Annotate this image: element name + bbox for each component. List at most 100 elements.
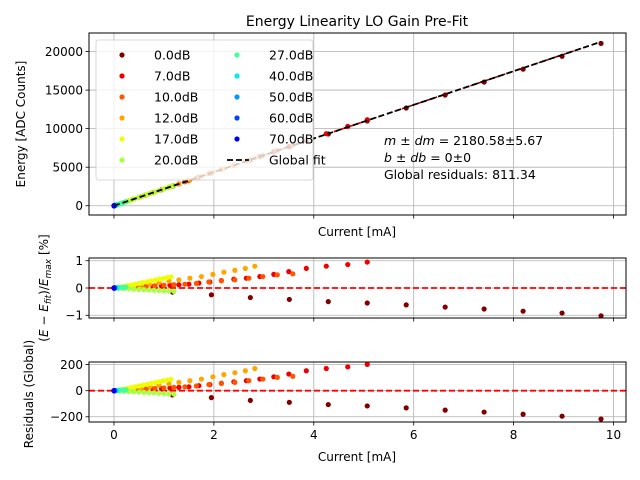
residual-point-10.0dB bbox=[246, 378, 252, 384]
residual-point-17.0dB bbox=[144, 279, 150, 285]
residual-point-17.0dB bbox=[128, 385, 134, 391]
x-tick-label: 4 bbox=[310, 428, 318, 442]
res-axes-frame bbox=[88, 361, 627, 423]
residual-point-12.0dB bbox=[252, 263, 258, 269]
residual-point-7.0dB bbox=[167, 385, 173, 391]
residual-point-0.0dB bbox=[364, 300, 370, 306]
residual-point-17.0dB bbox=[164, 275, 170, 281]
pct-label-minus: − bbox=[37, 312, 51, 330]
residual-point-17.0dB bbox=[128, 282, 134, 288]
residual-point-10.0dB bbox=[152, 385, 158, 392]
y-tick-label: 0 bbox=[75, 281, 83, 295]
residual-point-7.0dB bbox=[345, 261, 351, 268]
y-tick-label: 15000 bbox=[45, 83, 83, 97]
residual-point-0.0dB bbox=[364, 403, 370, 409]
residual-point-0.0dB bbox=[598, 313, 604, 318]
residual-point-0.0dB bbox=[286, 296, 292, 303]
global-residual-panel: −200 0 200 0 2 4 6 8 10 bbox=[50, 358, 627, 442]
legend-label: 40.0dB bbox=[269, 69, 313, 84]
pct-label-open: ( bbox=[37, 337, 51, 342]
residual-point-17.0dB bbox=[140, 382, 146, 388]
legend-label: 10.0dB bbox=[154, 90, 198, 105]
residual-point-10.0dB bbox=[218, 380, 224, 387]
residual-point-7.0dB bbox=[323, 365, 329, 372]
y-tick-label: 1 bbox=[75, 254, 83, 268]
intercept-symbol: b ± db bbox=[384, 150, 426, 165]
residual-point-0.0dB bbox=[442, 304, 448, 310]
residual-point-12.0dB bbox=[198, 273, 204, 280]
residual-point-12.0dB bbox=[221, 372, 227, 378]
residual-point-10.0dB bbox=[152, 283, 158, 289]
residual-point-10.0dB bbox=[171, 282, 177, 288]
residual-point-17.0dB bbox=[152, 380, 158, 386]
svg-text:(E − Efit)/Emax [%]: (E − Efit)/Emax [%] bbox=[37, 234, 54, 341]
pct-label-e: E bbox=[37, 329, 51, 337]
x-tick-label: 10 bbox=[606, 428, 621, 442]
residual-point-10.0dB bbox=[218, 278, 224, 284]
residual-point-10.0dB bbox=[182, 281, 188, 287]
legend-marker-icon bbox=[234, 115, 240, 121]
pct-grid bbox=[89, 258, 626, 318]
residual-point-12.0dB bbox=[242, 368, 248, 374]
residual-point-10.0dB bbox=[246, 275, 252, 281]
residual-point-7.0dB bbox=[186, 384, 192, 390]
slope-annotation: m ± dm = 2180.58±5.67 bbox=[384, 133, 543, 148]
legend-item: 50.0dB bbox=[234, 90, 313, 105]
residual-point-17.0dB bbox=[132, 281, 138, 287]
residual-point-12.0dB bbox=[210, 271, 216, 277]
residual-point-12.0dB bbox=[221, 269, 227, 275]
chart-title: Energy Linearity LO Gain Pre-Fit bbox=[246, 14, 469, 30]
residual-point-20.0dB bbox=[146, 390, 152, 396]
legend-marker-icon bbox=[119, 73, 125, 79]
y-tick-label: −1 bbox=[65, 309, 83, 323]
residual-point-0.0dB bbox=[325, 401, 331, 408]
residual-point-0.0dB bbox=[247, 294, 253, 301]
residual-point-20.0dB bbox=[161, 390, 167, 397]
percent-residual-panel: −1 0 1 bbox=[65, 254, 627, 323]
residual-point-12.0dB bbox=[198, 376, 204, 382]
residual-point-10.0dB bbox=[260, 273, 266, 280]
slope-value: = 2180.58±5.67 bbox=[435, 133, 543, 148]
residual-point-17.0dB bbox=[168, 274, 174, 280]
residual-point-7.0dB bbox=[323, 263, 329, 269]
residual-y-axis-label: Residuals (Global) bbox=[22, 340, 36, 448]
residual-point-0.0dB bbox=[286, 399, 292, 405]
residual-point-7.0dB bbox=[286, 269, 292, 275]
legend-item: 7.0dB bbox=[119, 69, 190, 84]
residual-point-12.0dB bbox=[232, 370, 238, 376]
residual-point-7.0dB bbox=[303, 368, 309, 374]
main-axes-frame bbox=[88, 32, 627, 216]
residual-point-0.0dB bbox=[208, 292, 214, 298]
residual-point-10.0dB bbox=[161, 385, 167, 391]
residual-point-12.0dB bbox=[232, 267, 238, 273]
residual-point-17.0dB bbox=[132, 384, 138, 390]
global-residuals-annotation: Global residuals: 811.34 bbox=[384, 167, 536, 182]
residual-point-0.0dB bbox=[403, 302, 409, 308]
residual-point-7.0dB bbox=[364, 259, 370, 265]
percent-y-axis-label: (E − Efit)/Emax [%] bbox=[37, 234, 54, 341]
residual-point-12.0dB bbox=[176, 277, 182, 283]
residual-point-10.0dB bbox=[206, 381, 212, 388]
residual-point-17.0dB bbox=[152, 277, 158, 283]
intercept-annotation: b ± db = 0±0 bbox=[384, 150, 471, 165]
residual-point-20.0dB bbox=[171, 391, 177, 397]
residual-point-7.0dB bbox=[176, 282, 182, 288]
residual-point-70.0dB bbox=[111, 285, 117, 291]
pct-label-max-sub: max bbox=[44, 258, 54, 278]
residual-point-17.0dB bbox=[160, 378, 166, 384]
legend-label: 60.0dB bbox=[269, 111, 313, 126]
intercept-value: = 0±0 bbox=[426, 150, 471, 165]
data-point-0.0dB bbox=[442, 92, 448, 98]
residual-point-27.0dB bbox=[123, 284, 129, 290]
residual-point-7.0dB bbox=[364, 362, 370, 367]
residual-point-17.0dB bbox=[156, 379, 162, 385]
residual-point-0.0dB bbox=[403, 405, 409, 411]
residual-point-20.0dB bbox=[151, 287, 157, 293]
residual-point-12.0dB bbox=[176, 379, 182, 385]
residual-point-0.0dB bbox=[559, 413, 565, 419]
residual-point-0.0dB bbox=[598, 416, 604, 422]
residual-point-10.0dB bbox=[290, 271, 296, 277]
residual-point-20.0dB bbox=[151, 390, 157, 396]
legend-label: 50.0dB bbox=[269, 90, 313, 105]
residual-point-10.0dB bbox=[232, 277, 238, 283]
